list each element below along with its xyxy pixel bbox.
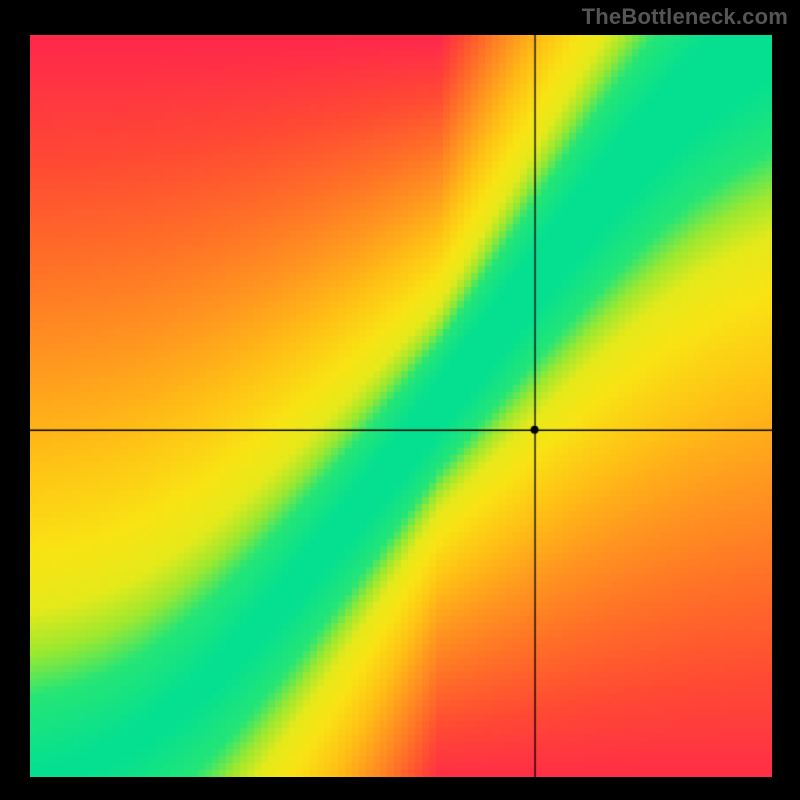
source-watermark: TheBottleneck.com [582, 4, 788, 30]
bottleneck-heatmap-canvas [30, 35, 772, 777]
chart-stage: TheBottleneck.com [0, 0, 800, 800]
